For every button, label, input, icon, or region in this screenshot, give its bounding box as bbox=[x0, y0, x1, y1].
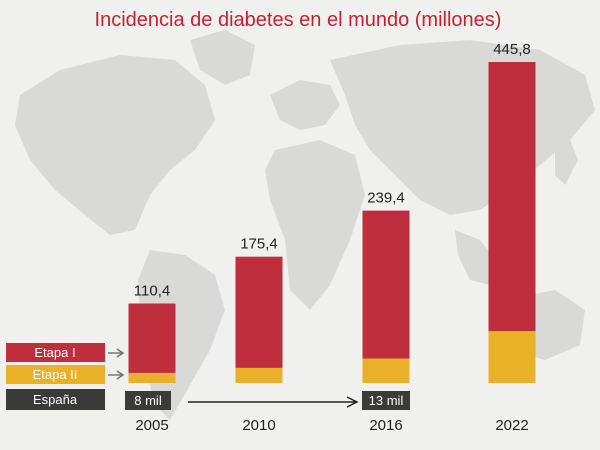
legend-label-espana: España bbox=[33, 392, 78, 407]
chart-title: Incidencia de diabetes en el mundo (mill… bbox=[95, 9, 502, 31]
x-tick-label-2022: 2022 bbox=[495, 417, 528, 434]
espana-value-2016: 13 mil bbox=[369, 393, 404, 408]
x-tick-label-2010: 2010 bbox=[242, 417, 275, 434]
espana-layer: 8 mil 13 mil bbox=[125, 391, 410, 410]
data-label-2016: 239,4 bbox=[367, 190, 405, 207]
bar-etapa-2-2016 bbox=[362, 358, 410, 383]
bar-etapa-2-2022 bbox=[488, 331, 536, 383]
bar-etapa-1-2005 bbox=[128, 303, 176, 373]
x-tick-label-2005: 2005 bbox=[135, 417, 168, 434]
bar-etapa-1-2022 bbox=[488, 62, 536, 332]
legend-swatch-espana bbox=[6, 389, 105, 410]
espana-value-2005: 8 mil bbox=[134, 393, 162, 408]
data-label-2010: 175,4 bbox=[240, 236, 278, 253]
espana-box-2016 bbox=[362, 391, 410, 410]
data-label-2005: 110,4 bbox=[134, 283, 170, 300]
bar-etapa-1-2016 bbox=[362, 210, 410, 359]
legend-arrow-icon bbox=[108, 370, 125, 380]
bars-layer: 110,4 2005 175,4 2010 239,4 2016 445,8 2022 bbox=[128, 41, 536, 434]
legend-label-etapa-2: Etapa II bbox=[33, 367, 78, 382]
data-label-2022: 445,8 bbox=[493, 41, 531, 58]
legend-swatch-etapa-1 bbox=[6, 343, 105, 362]
legend: Etapa I Etapa II España bbox=[6, 343, 125, 410]
x-tick-label-2016: 2016 bbox=[369, 417, 402, 434]
espana-box-2005 bbox=[125, 391, 171, 410]
legend-arrow-icon bbox=[108, 348, 125, 358]
bar-etapa-1-2010 bbox=[235, 256, 283, 368]
legend-swatch-etapa-2 bbox=[6, 365, 105, 384]
bar-etapa-2-2010 bbox=[235, 367, 283, 383]
bar-etapa-2-2005 bbox=[128, 372, 176, 383]
legend-label-etapa-1: Etapa I bbox=[34, 345, 75, 360]
espana-trend-arrow-icon bbox=[188, 396, 359, 408]
